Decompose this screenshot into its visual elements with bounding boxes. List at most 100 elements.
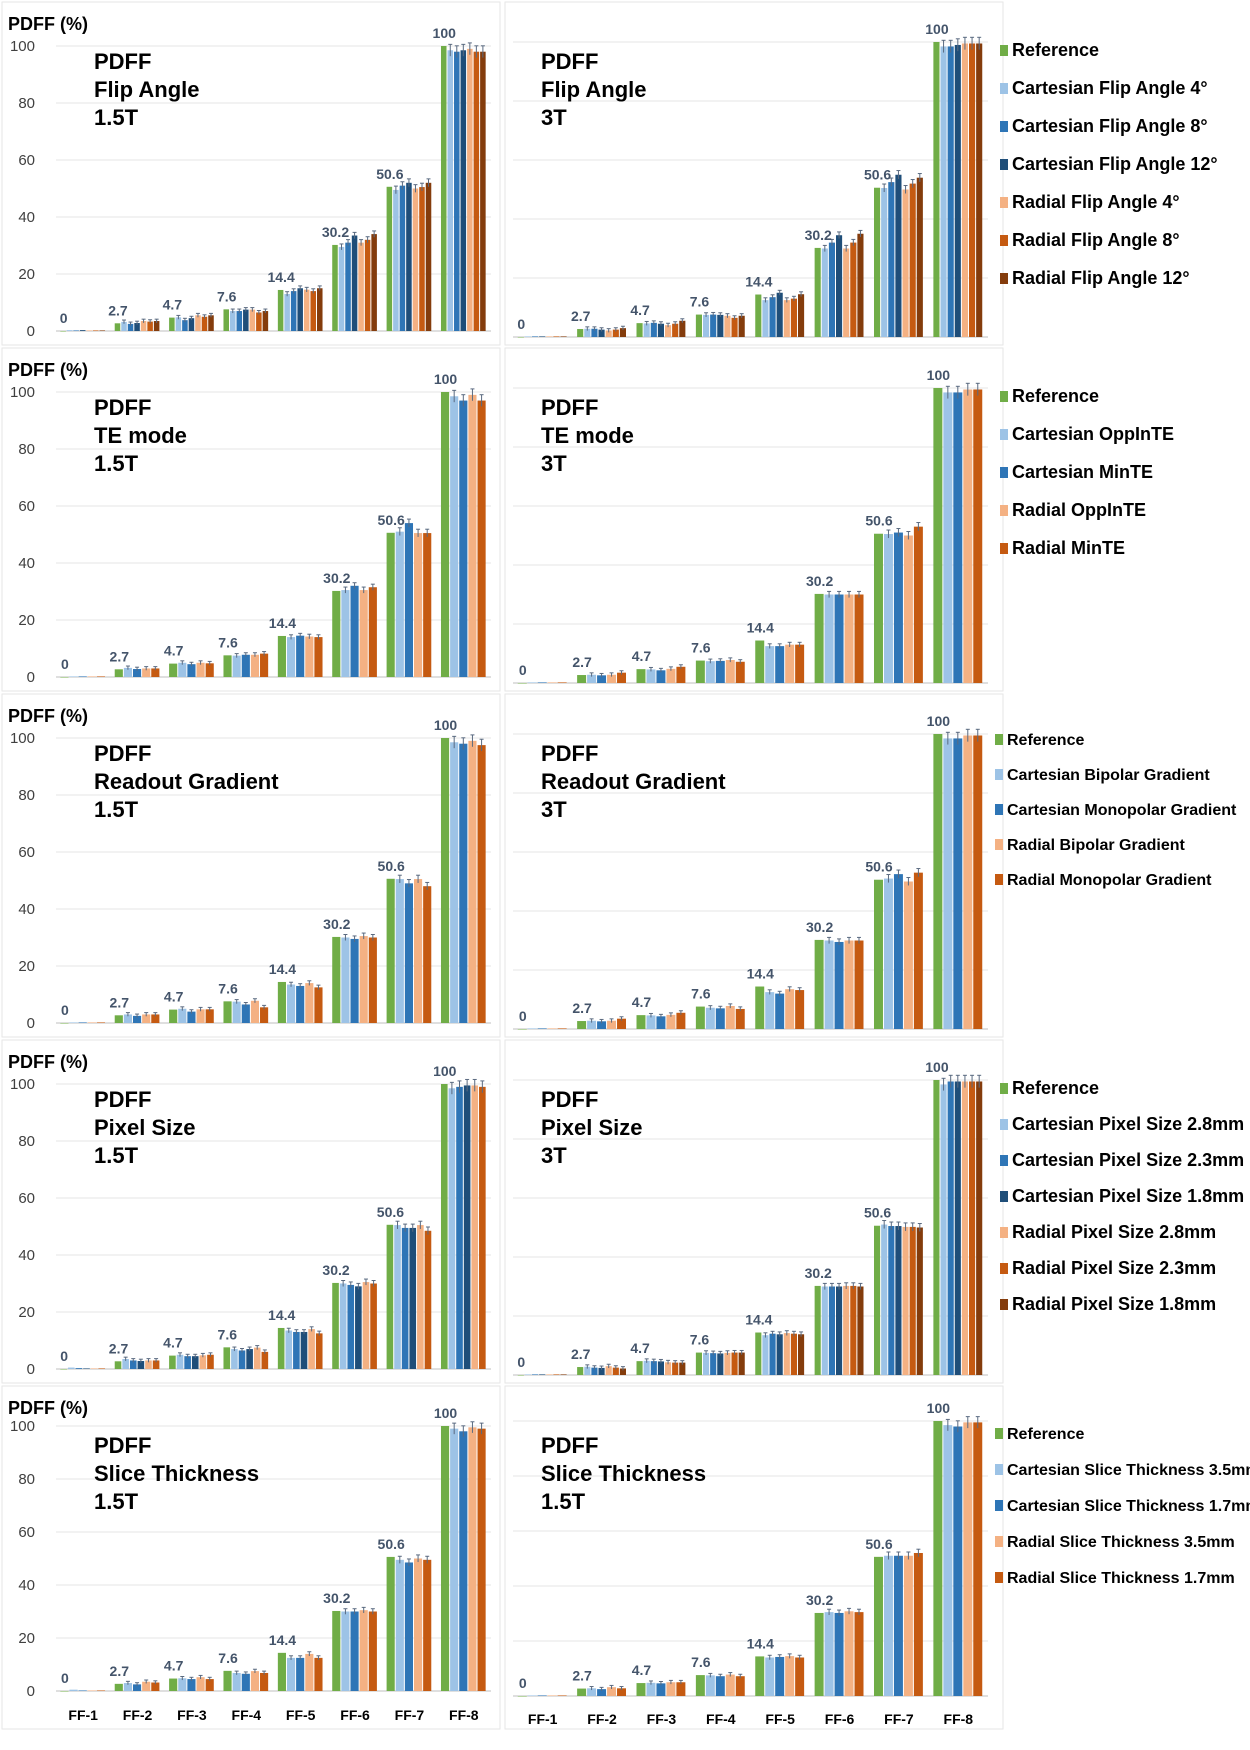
bar-series-4 [557,682,567,683]
y-tick-label: 60 [18,1190,35,1207]
bar-reference [386,186,393,331]
bar-series-2 [184,1356,191,1369]
panel-title-line: 3T [541,451,567,476]
bar-series-4 [735,1676,745,1696]
bar-series-3 [657,1361,664,1375]
bar-series-3 [844,940,854,1029]
bar-series-4 [260,653,269,677]
y-tick-label: 0 [27,1361,35,1378]
bar-reference [386,1556,395,1691]
y-tick-label: 20 [18,958,35,975]
reference-data-label: 100 [927,367,951,383]
x-tick-label: FF-3 [647,1711,677,1727]
reference-data-label: 4.7 [164,643,184,659]
bar-reference [223,309,229,331]
bar-series-4 [314,987,323,1023]
reference-data-label: 30.2 [805,1265,832,1281]
bar-series-3 [83,1368,90,1369]
legend-swatch [1000,429,1008,440]
bar-series-1 [178,1678,187,1691]
legend-swatch [1000,1155,1008,1166]
y-tick-label: 40 [18,901,35,918]
bar-series-2 [187,1011,196,1023]
legend-swatch [995,839,1003,850]
bar-series-1 [883,534,893,683]
y-axis-label: PDFF (%) [8,1052,88,1072]
bar-series-1 [232,655,241,677]
bar-series-3 [468,740,477,1023]
reference-data-label: 0 [60,1348,68,1364]
bar-series-2 [650,322,657,337]
bar-series-6 [317,288,323,331]
bar-series-1 [943,738,953,1029]
reference-data-label: 50.6 [864,167,891,183]
reference-data-label: 7.6 [218,634,238,650]
bar-series-4 [854,594,864,683]
bar-series-3 [607,1687,617,1696]
reference-data-label: 50.6 [378,1536,405,1552]
bar-reference [695,1675,705,1696]
bar-series-4 [199,1355,207,1369]
y-tick-label: 20 [18,266,35,283]
bar-series-1 [450,396,459,677]
bar-series-1 [881,1224,888,1375]
legend-swatch [995,1464,1003,1475]
reference-data-label: 4.7 [632,648,652,664]
bar-series-3 [246,1349,253,1369]
bar-series-1 [705,1007,715,1029]
bar-series-4 [783,300,790,337]
bar-series-4 [140,321,147,331]
bar-series-3 [895,1226,902,1375]
y-tick-label: 40 [18,555,35,572]
bar-series-4 [843,1285,850,1375]
panel-title-line: PDFF [94,49,151,74]
bar-series-3 [137,1361,145,1369]
bar-reference [874,533,883,683]
bar-series-2 [293,1331,300,1369]
bar-series-3 [725,659,735,683]
x-tick-label: FF-5 [765,1711,795,1727]
bar-reference [874,1225,881,1375]
bar-series-6 [916,1227,923,1375]
legend-item: Radial Bipolar Gradient [1007,837,1185,854]
bar-series-3 [598,1367,605,1375]
bar-reference [223,655,232,677]
legend-swatch [995,734,1003,745]
bar-series-1 [178,662,187,677]
bar-series-1 [123,1014,132,1023]
y-tick-label: 100 [10,1418,35,1435]
bar-series-3 [963,389,973,683]
bar-series-3 [725,1674,735,1696]
reference-data-label: 7.6 [690,1332,710,1348]
bar-series-5 [364,239,371,331]
legend-swatch [1000,83,1008,94]
panel-title-line: PDFF [541,741,598,766]
bar-series-2 [834,1612,844,1696]
bar-series-6 [857,1286,864,1375]
bar-reference [332,590,341,677]
legend-swatch [1000,273,1008,284]
bar-series-4 [557,1028,567,1029]
bar-series-4 [546,1374,553,1375]
bar-series-5 [969,1081,976,1375]
bar-reference [933,42,940,337]
bar-reference [517,1029,527,1030]
bar-series-3 [785,989,795,1029]
bar-series-1 [121,321,127,331]
legend-swatch [1000,1227,1008,1238]
panel-frame [1,1039,501,1384]
reference-data-label: 50.6 [865,513,892,529]
legend-item: Cartesian Slice Thickness 3.5mm [1007,1462,1250,1479]
bar-series-1 [527,1695,537,1696]
bar-series-4 [205,663,214,677]
bar-series-1 [765,992,775,1029]
bar-series-1 [393,189,399,331]
bar-series-4 [314,1657,323,1691]
bar-reference [577,1367,584,1375]
bar-series-3 [142,668,151,677]
bar-series-4 [303,289,310,331]
bar-reference [332,1282,339,1369]
bar-series-2 [454,51,460,331]
panel-title-line: 1.5T [94,797,139,822]
y-tick-label: 0 [27,1015,35,1032]
